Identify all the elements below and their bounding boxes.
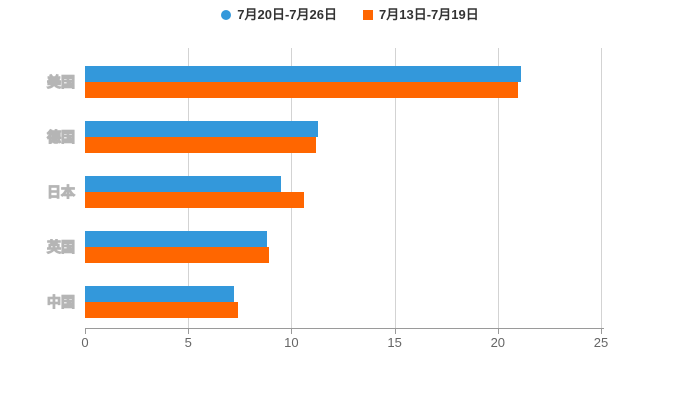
bar-group-日本	[85, 176, 601, 208]
bar-德国-series1	[85, 121, 319, 137]
bar-英国-series2	[85, 247, 269, 263]
series1-circle-marker-icon	[221, 10, 232, 20]
legend-label-series1: 7月20日-7月26日	[237, 7, 337, 22]
bar-美国-series1	[85, 66, 521, 82]
x-tick-label-10: 10	[284, 335, 299, 350]
category-label-中国: 中国	[47, 294, 76, 311]
x-tick-mark-25	[601, 328, 602, 334]
legend-label-series2: 7月13日-7月19日	[379, 7, 479, 22]
gridline-25	[601, 48, 602, 328]
x-tick-label-20: 20	[490, 335, 506, 350]
bar-日本-series2	[85, 192, 304, 208]
bar-group-德国	[85, 121, 601, 153]
legend-item-series1[interactable]: 7月20日-7月26日	[221, 8, 337, 22]
category-label-美国: 美国	[47, 74, 76, 91]
gridline-20	[497, 48, 499, 328]
bar-中国-series2	[85, 302, 238, 318]
gridline-15	[394, 48, 396, 328]
category-label-德国: 德国	[47, 129, 76, 146]
gridline-10	[291, 48, 293, 328]
x-tick-label-0: 0	[81, 335, 89, 350]
series2-square-marker-icon	[363, 10, 373, 20]
x-tick-mark-10	[291, 328, 293, 334]
category-label-英国: 英国	[47, 239, 76, 256]
bar-group-中国	[85, 286, 601, 318]
x-tick-mark-5	[188, 328, 190, 334]
bar-美国-series2	[85, 82, 519, 98]
x-tick-mark-0	[85, 328, 86, 334]
x-axis-line	[85, 328, 604, 329]
bar-group-英国	[85, 231, 601, 263]
legend: 7月20日-7月26日 7月13日-7月19日	[0, 4, 700, 26]
bar-日本-series1	[85, 176, 282, 192]
legend-item-series2[interactable]: 7月13日-7月19日	[363, 8, 479, 22]
category-label-日本: 日本	[47, 184, 76, 201]
x-tick-label-25: 25	[593, 335, 609, 350]
plot-area	[85, 48, 602, 328]
x-tick-mark-15	[394, 328, 396, 334]
x-tick-label-5: 5	[184, 335, 192, 350]
bar-德国-series2	[85, 137, 317, 153]
bar-英国-series1	[85, 231, 267, 247]
bar-group-美国	[85, 66, 601, 98]
bar-中国-series1	[85, 286, 234, 302]
x-tick-label-15: 15	[387, 335, 402, 350]
x-tick-mark-20	[497, 328, 499, 334]
